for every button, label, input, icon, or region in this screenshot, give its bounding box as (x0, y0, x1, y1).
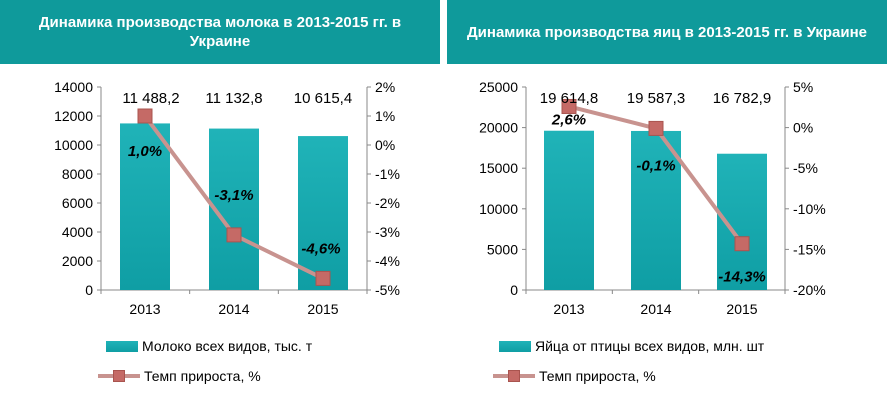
y2-tick-label: -1% (375, 166, 400, 182)
bar-value-label: 19 587,3 (627, 90, 685, 107)
y2-tick-label: -3% (375, 224, 400, 240)
x-tick-label: 2013 (129, 301, 160, 317)
legend-line-label: Темп прироста, % (144, 368, 261, 384)
legend-bar-label: Яйца от птицы всех видов, млн. шт (535, 338, 765, 354)
y2-tick-label: 5% (793, 79, 813, 95)
bar (120, 123, 170, 290)
y-tick-label: 0 (510, 282, 518, 298)
eggs-legend-line: Темп прироста, % (493, 368, 656, 384)
eggs-chart: 25000 20000 15000 10000 5000 0 5% 0% -5% -10% -15%… (479, 79, 826, 317)
header-divider (443, 0, 444, 64)
bar-value-label: 11 132,8 (205, 90, 262, 107)
bar-value-label: 10 615,4 (294, 90, 352, 107)
y-tick-label: 20000 (479, 120, 518, 136)
y-tick-label: 4000 (62, 224, 93, 240)
y-tick-label: 0 (85, 282, 93, 298)
y2-tick-label: 1% (375, 108, 395, 124)
x-tick-label: 2015 (726, 301, 757, 317)
y2-tick-label: -15% (793, 241, 826, 257)
y-tick-label: 14000 (54, 79, 93, 95)
bar-value-label: 19 614,8 (540, 90, 598, 107)
legend-bar-swatch (499, 340, 531, 352)
bar (631, 130, 681, 290)
y2-tick-label: -20% (793, 282, 826, 298)
bar (298, 136, 348, 290)
y-tick-label: 10000 (54, 137, 93, 153)
growth-value-label: 1,0% (128, 143, 162, 160)
milk-legend-line: Темп прироста, % (98, 368, 261, 384)
legend-line-label: Темп прироста, % (539, 368, 656, 384)
bar-value-label: 11 488,2 (122, 90, 179, 107)
milk-legend-bar: Молоко всех видов, тыс. т (106, 338, 312, 354)
eggs-chart-panel: Динамика производства яиц в 2013-2015 гг… (447, 0, 887, 408)
legend-line-swatch (493, 370, 535, 382)
line-marker (648, 120, 664, 136)
growth-value-label: -4,6% (301, 240, 340, 257)
line-marker (561, 98, 577, 114)
growth-value-label: 2,6% (551, 111, 586, 128)
x-tick-label: 2014 (218, 301, 249, 317)
y-tick-label: 6000 (62, 195, 93, 211)
line-marker (315, 270, 331, 286)
milk-chart-panel: Динамика производства молока в 2013-2015… (0, 0, 440, 408)
milk-chart: 14000 12000 10000 8000 6000 4000 2000 0 2% 1% 0% -1… (54, 79, 400, 317)
legend-line-swatch (98, 370, 140, 382)
y2-tick-label: 2% (375, 79, 395, 95)
x-tick-label: 2013 (553, 301, 584, 317)
growth-value-label: -0,1% (636, 157, 675, 174)
y-tick-label: 25000 (479, 79, 518, 95)
eggs-chart-title: Динамика производства яиц в 2013-2015 гг… (447, 0, 887, 64)
bar (209, 128, 259, 290)
y-tick-label: 8000 (62, 166, 93, 182)
y2-tick-label: -2% (375, 195, 400, 211)
y-tick-label: 12000 (54, 108, 93, 124)
x-tick-label: 2014 (640, 301, 671, 317)
y-tick-label: 2000 (62, 253, 93, 269)
y2-tick-label: 0% (375, 137, 395, 153)
bar-value-label: 16 782,9 (713, 90, 771, 107)
y2-tick-label: -10% (793, 201, 826, 217)
line-marker (226, 227, 242, 243)
eggs-legend-bar: Яйца от птицы всех видов, млн. шт (499, 338, 764, 354)
y2-tick-label: -5% (793, 160, 818, 176)
x-tick-label: 2015 (307, 301, 338, 317)
y-tick-label: 10000 (479, 201, 518, 217)
y2-tick-label: -4% (375, 253, 400, 269)
line-marker (137, 108, 153, 124)
y-tick-label: 15000 (479, 160, 518, 176)
legend-bar-swatch (106, 340, 138, 352)
y2-tick-label: 0% (793, 120, 813, 136)
growth-value-label: -14,3% (718, 269, 766, 286)
growth-value-label: -3,1% (214, 187, 253, 204)
line-marker (734, 236, 750, 252)
y-tick-label: 5000 (487, 241, 518, 257)
bar (544, 130, 594, 290)
legend-bar-label: Молоко всех видов, тыс. т (142, 338, 313, 354)
y2-tick-label: -5% (375, 282, 400, 298)
milk-chart-title: Динамика производства молока в 2013-2015… (0, 0, 440, 64)
